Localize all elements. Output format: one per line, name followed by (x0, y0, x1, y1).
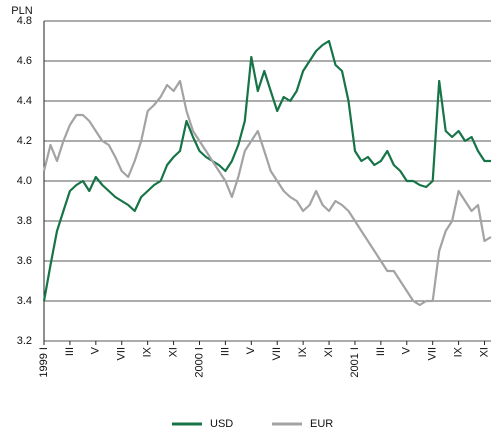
x-tick-label: XI (167, 347, 179, 357)
x-tick-label: III (375, 347, 387, 356)
x-tick-label: V (90, 346, 102, 354)
x-tick-label: XI (478, 347, 490, 357)
x-tick-label: XI (323, 347, 335, 357)
x-tick-label: 2001 I (349, 347, 361, 378)
y-tick-label: 3.2 (17, 335, 32, 347)
x-tick-label: VII (116, 347, 128, 360)
x-tick-label: III (64, 347, 76, 356)
x-tick-label: VII (427, 347, 439, 360)
x-tick-label: IX (297, 346, 309, 357)
x-tick-label: VII (271, 347, 283, 360)
x-tick-label: 1999 I (38, 347, 50, 378)
y-tick-label: 3.8 (17, 215, 32, 227)
x-tick-label: III (219, 347, 231, 356)
y-tick-label: 3.6 (17, 255, 32, 267)
y-axis-label: PLN (11, 5, 32, 17)
legend-label: EUR (310, 418, 333, 430)
y-tick-label: 4.6 (17, 55, 32, 67)
legend-label: USD (210, 418, 233, 430)
x-tick-label: 2000 I (193, 347, 205, 378)
series-line (42, 79, 492, 307)
y-tick-label: 3.4 (17, 295, 32, 307)
x-tick-label: IX (142, 346, 154, 357)
y-tick-label: 4.0 (17, 175, 32, 187)
y-tick-label: 4.8 (17, 15, 32, 27)
y-tick-label: 4.4 (17, 95, 32, 107)
y-tick-label: 4.2 (17, 135, 32, 147)
x-tick-label: IX (453, 346, 465, 357)
x-tick-label: V (245, 346, 257, 354)
series-line (42, 39, 491, 302)
x-tick-label: V (401, 346, 413, 354)
